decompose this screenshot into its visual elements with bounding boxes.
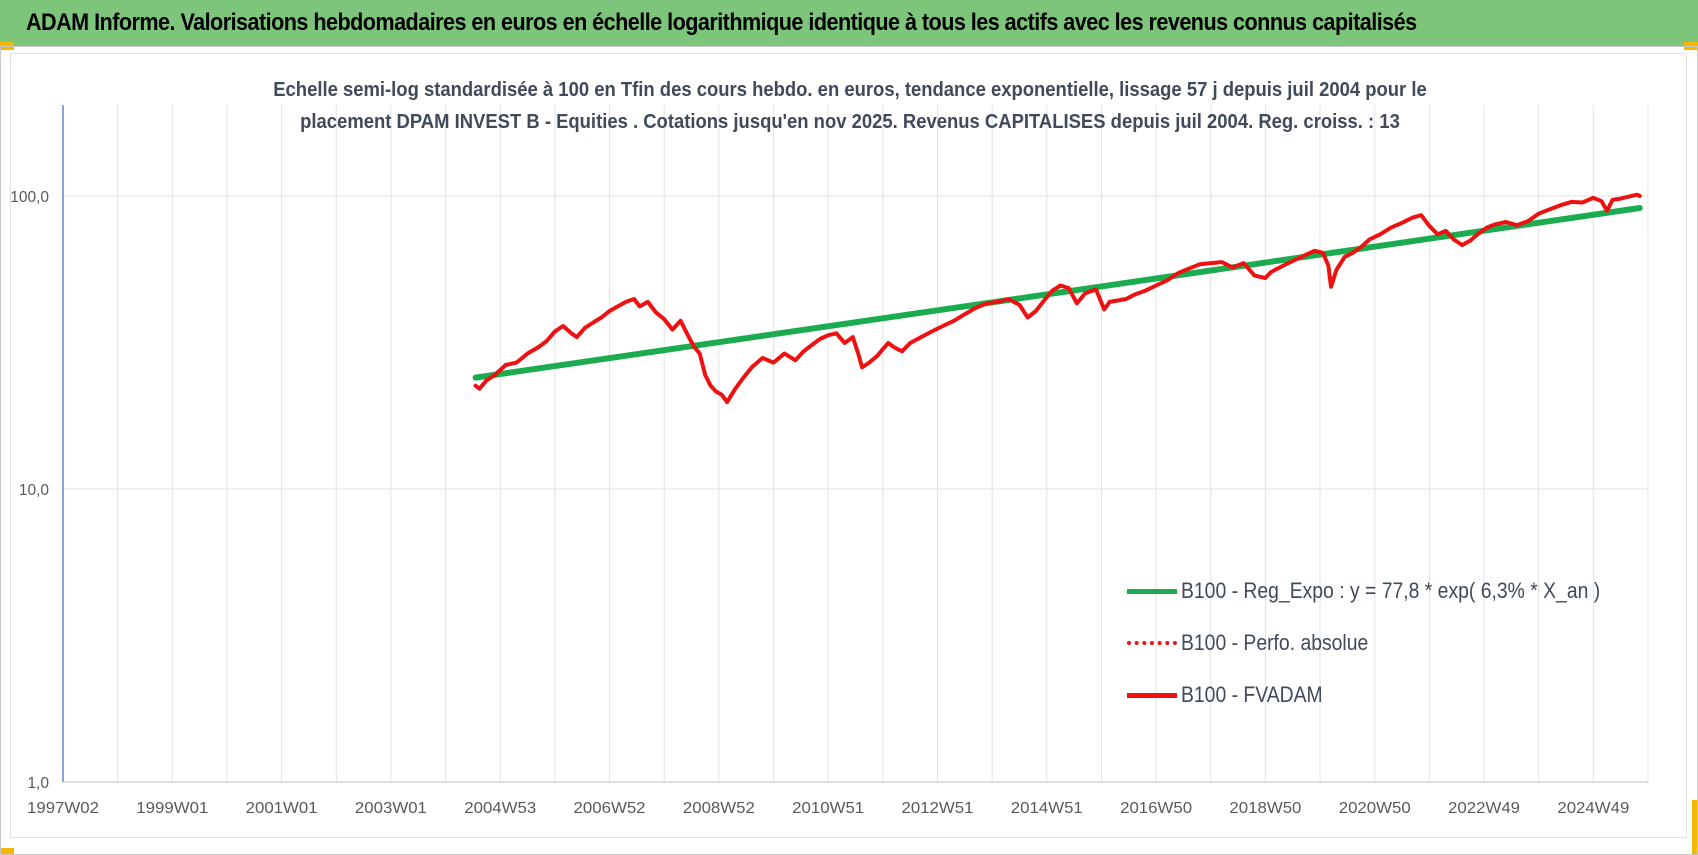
- legend-item-perfo: B100 - Perfo. absolue: [1127, 617, 1657, 669]
- legend-swatch-regression: [1127, 588, 1177, 594]
- x-tick-label: 2012W51: [901, 800, 973, 817]
- chart-title-line-1: Echelle semi-log standardisée à 100 en T…: [273, 78, 1427, 101]
- y-tick-label: 100,0: [10, 189, 49, 206]
- y-tick-label: 10,0: [19, 482, 50, 499]
- x-tick-label: 2014W51: [1011, 800, 1083, 817]
- legend-swatch-fvadam: [1127, 692, 1177, 698]
- legend: B100 - Reg_Expo : y = 77,8 * exp( 6,3% *…: [1127, 565, 1657, 721]
- corner-marker-bottom-right: [1692, 800, 1698, 855]
- x-tick-label: 2018W50: [1229, 800, 1301, 817]
- legend-label-perfo: B100 - Perfo. absolue: [1181, 630, 1369, 655]
- legend-item-regression: B100 - Reg_Expo : y = 77,8 * exp( 6,3% *…: [1127, 565, 1657, 617]
- x-tick-label: 1997W02: [27, 800, 99, 817]
- x-tick-label: 2001W01: [246, 800, 318, 817]
- banner: ADAM Informe. Valorisations hebdomadaire…: [0, 0, 1698, 46]
- x-tick-label: 2020W50: [1339, 800, 1411, 817]
- series-regression-line: [472, 205, 1643, 381]
- x-tick-label: 2024W49: [1557, 800, 1629, 817]
- x-tick-label: 2010W51: [792, 800, 864, 817]
- series-layer: [472, 192, 1643, 405]
- x-tick-label: 2022W49: [1448, 800, 1520, 817]
- legend-label-regression: B100 - Reg_Expo : y = 77,8 * exp( 6,3% *…: [1181, 578, 1601, 603]
- legend-item-fvadam: B100 - FVADAM: [1127, 669, 1657, 721]
- legend-swatch-perfo: [1127, 641, 1177, 645]
- grid-layer: [63, 105, 1649, 782]
- x-tick-label: 1999W01: [136, 800, 208, 817]
- y-tick-label: 1,0: [27, 775, 49, 792]
- x-tick-label: 2008W52: [683, 800, 755, 817]
- x-tick-label: 2004W53: [464, 800, 536, 817]
- x-tick-label: 2016W50: [1120, 800, 1192, 817]
- corner-marker-bottom-left: [0, 848, 14, 855]
- series-fvadam-line: [473, 192, 1642, 405]
- x-tick-label: 2003W01: [355, 800, 427, 817]
- legend-label-fvadam: B100 - FVADAM: [1181, 682, 1323, 707]
- chart-inner-frame: [10, 53, 1687, 838]
- chart-title: Echelle semi-log standardisée à 100 en T…: [200, 74, 1500, 138]
- chart-title-line-2: placement DPAM INVEST B - Equities . Cot…: [300, 110, 1400, 133]
- banner-title: ADAM Informe. Valorisations hebdomadaire…: [26, 9, 1417, 36]
- axis-layer: 1,0 10,0 100,0 1997W02 1999W01 2001W01 2003W01…: [10, 105, 1648, 817]
- x-tick-label: 2006W52: [574, 800, 646, 817]
